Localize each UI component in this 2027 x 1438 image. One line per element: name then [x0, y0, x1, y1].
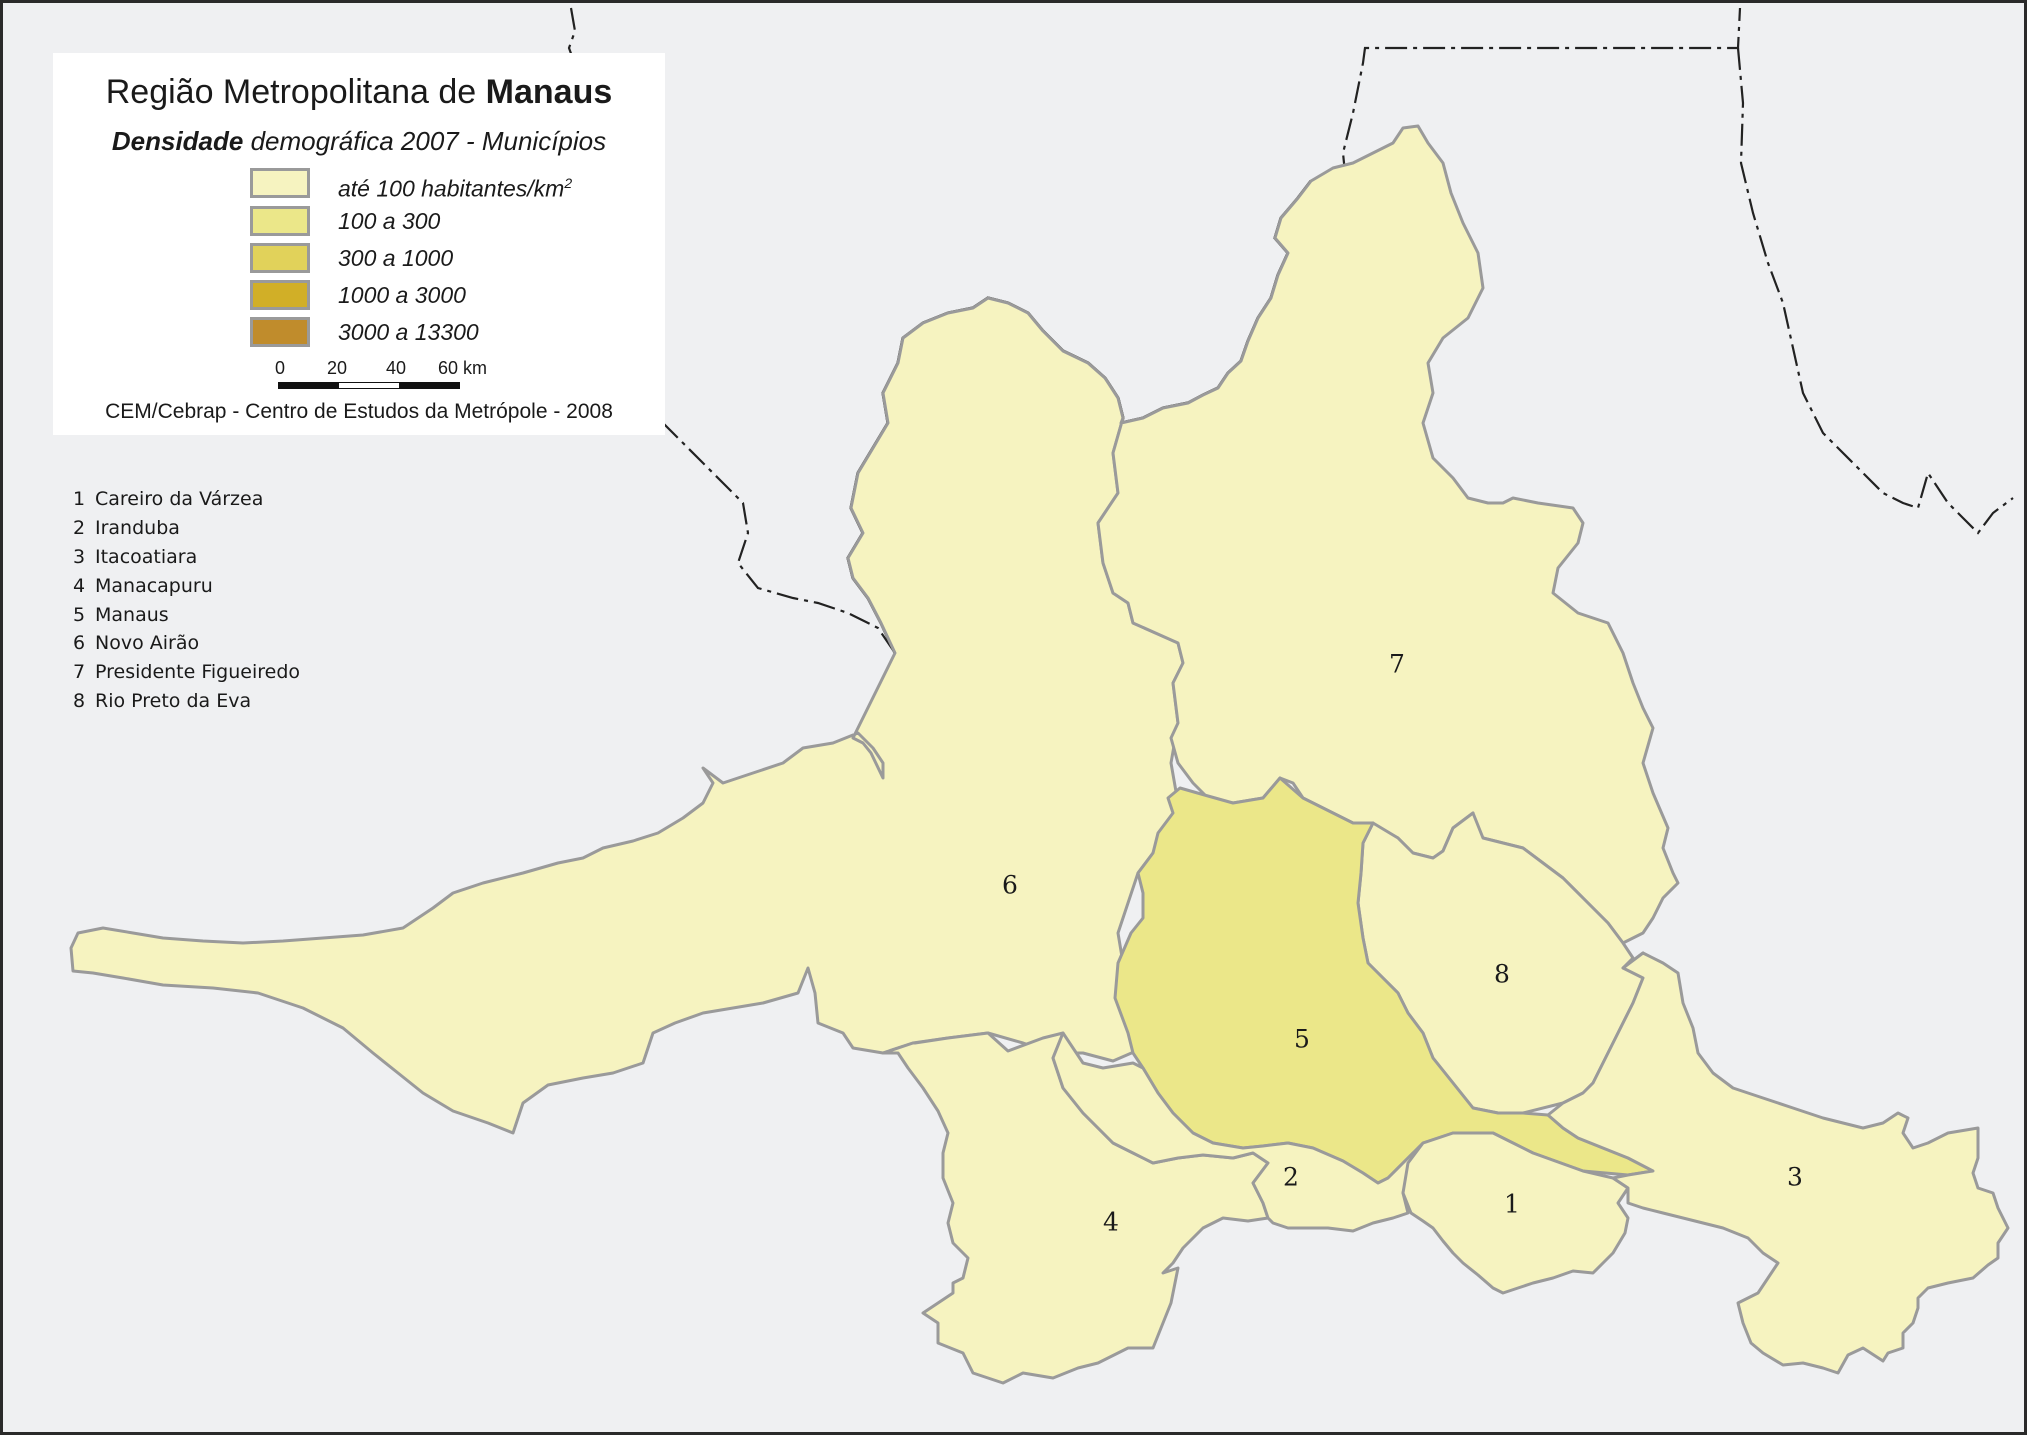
- map-canvas: 6 7 5 8 2 1 3 4: [69, 7, 2014, 1385]
- scale-segment: [279, 383, 339, 388]
- legend-label: 100 a 300: [338, 208, 441, 234]
- list-number: 1: [73, 488, 86, 510]
- list-name: Manaus: [95, 603, 169, 626]
- itacoatiara-area[interactable]: [1546, 951, 2010, 1375]
- map-label-3: 3: [1787, 1163, 1803, 1192]
- scale-tick-label: 40: [386, 358, 407, 378]
- municipality-list-item: 6 Novo Airão: [73, 629, 300, 658]
- legend-label: 1000 a 3000: [338, 282, 466, 308]
- legend-swatch: [250, 317, 310, 347]
- scale-tick-label: 0: [275, 358, 286, 378]
- map-label-1: 1: [1504, 1190, 1520, 1219]
- list-number: 6: [73, 632, 86, 655]
- careiro-da-varzea-area[interactable]: [1401, 1131, 1630, 1295]
- scale-segment: [399, 383, 459, 388]
- iranduba-area[interactable]: [1051, 1031, 1415, 1233]
- municipality-list-item: 4 Manacapuru: [73, 572, 300, 601]
- list-number: 8: [73, 690, 86, 713]
- municipality-list-item: 8 Rio Preto da Eva: [73, 687, 300, 716]
- scale-bar: [278, 382, 460, 389]
- map-title: Região Metropolitana de Manaus: [53, 73, 665, 112]
- municipality-list-item: 2 Iranduba: [73, 514, 300, 543]
- credit-text: CEM/Cebrap - Centro de Estudos da Metróp…: [105, 400, 613, 423]
- northwest-border-line: [567, 7, 896, 654]
- legend-swatch: [250, 206, 310, 236]
- legend-label: 3000 a 13300: [338, 319, 479, 345]
- legend-swatch: [250, 168, 310, 198]
- novo-airao-area[interactable]: [69, 296, 1185, 1135]
- legend-swatch: [250, 280, 310, 310]
- map-label-6: 6: [1002, 871, 1018, 900]
- list-number: 5: [73, 603, 86, 626]
- map-labels: 6 7 5 8 2 1 3 4: [1002, 650, 1803, 1237]
- list-name: Manacapuru: [95, 574, 213, 597]
- map-title-prefix: Região Metropolitana de: [105, 73, 486, 111]
- legend-swatch: [250, 243, 310, 273]
- list-name: Presidente Figueiredo: [95, 661, 301, 684]
- northeast-border-line: [1736, 47, 2014, 535]
- list-number: 7: [73, 661, 86, 684]
- map-label-2: 2: [1283, 1163, 1299, 1192]
- municipality-list: 1 Careiro da Várzea 2 Iranduba 3 Itacoatiar…: [73, 485, 300, 716]
- list-name: Iranduba: [95, 516, 180, 539]
- legend-label: até 100 habitantes/km2: [338, 175, 573, 202]
- scale-segment: [339, 383, 399, 388]
- list-number: 4: [73, 574, 86, 597]
- municipality-list-item: 7 Presidente Figueiredo: [73, 658, 300, 687]
- scale-tick-label: 20: [327, 358, 348, 378]
- legend-label: 300 a 1000: [338, 245, 454, 271]
- list-name: Itacoatiara: [95, 545, 198, 568]
- list-number: 3: [73, 545, 86, 568]
- map-title-bold: Manaus: [485, 73, 613, 111]
- scale-tick-label: 60 km: [438, 358, 488, 378]
- map-subtitle-bold: Densidade: [111, 126, 244, 156]
- legend-panel: Região Metropolitana de Manaus Densidade…: [53, 53, 665, 435]
- municipality-list-item: 5 Manaus: [73, 601, 300, 630]
- municipality-list-item: 1 Careiro da Várzea: [73, 485, 300, 514]
- map-subtitle-rest: demográfica 2007 - Municípios: [243, 126, 607, 156]
- map-subtitle: Densidade demográfica 2007 - Municípios: [53, 126, 665, 157]
- map-label-8: 8: [1494, 960, 1510, 989]
- list-number: 2: [73, 516, 86, 539]
- map-label-5: 5: [1294, 1025, 1310, 1054]
- map-label-4: 4: [1103, 1208, 1119, 1237]
- map-label-7: 7: [1389, 650, 1405, 679]
- list-name: Novo Airão: [95, 632, 200, 655]
- list-name: Rio Preto da Eva: [95, 690, 252, 713]
- list-name: Careiro da Várzea: [95, 488, 264, 510]
- municipality-list-item: 3 Itacoatiara: [73, 543, 300, 572]
- municipality-polygons: [69, 124, 2010, 1385]
